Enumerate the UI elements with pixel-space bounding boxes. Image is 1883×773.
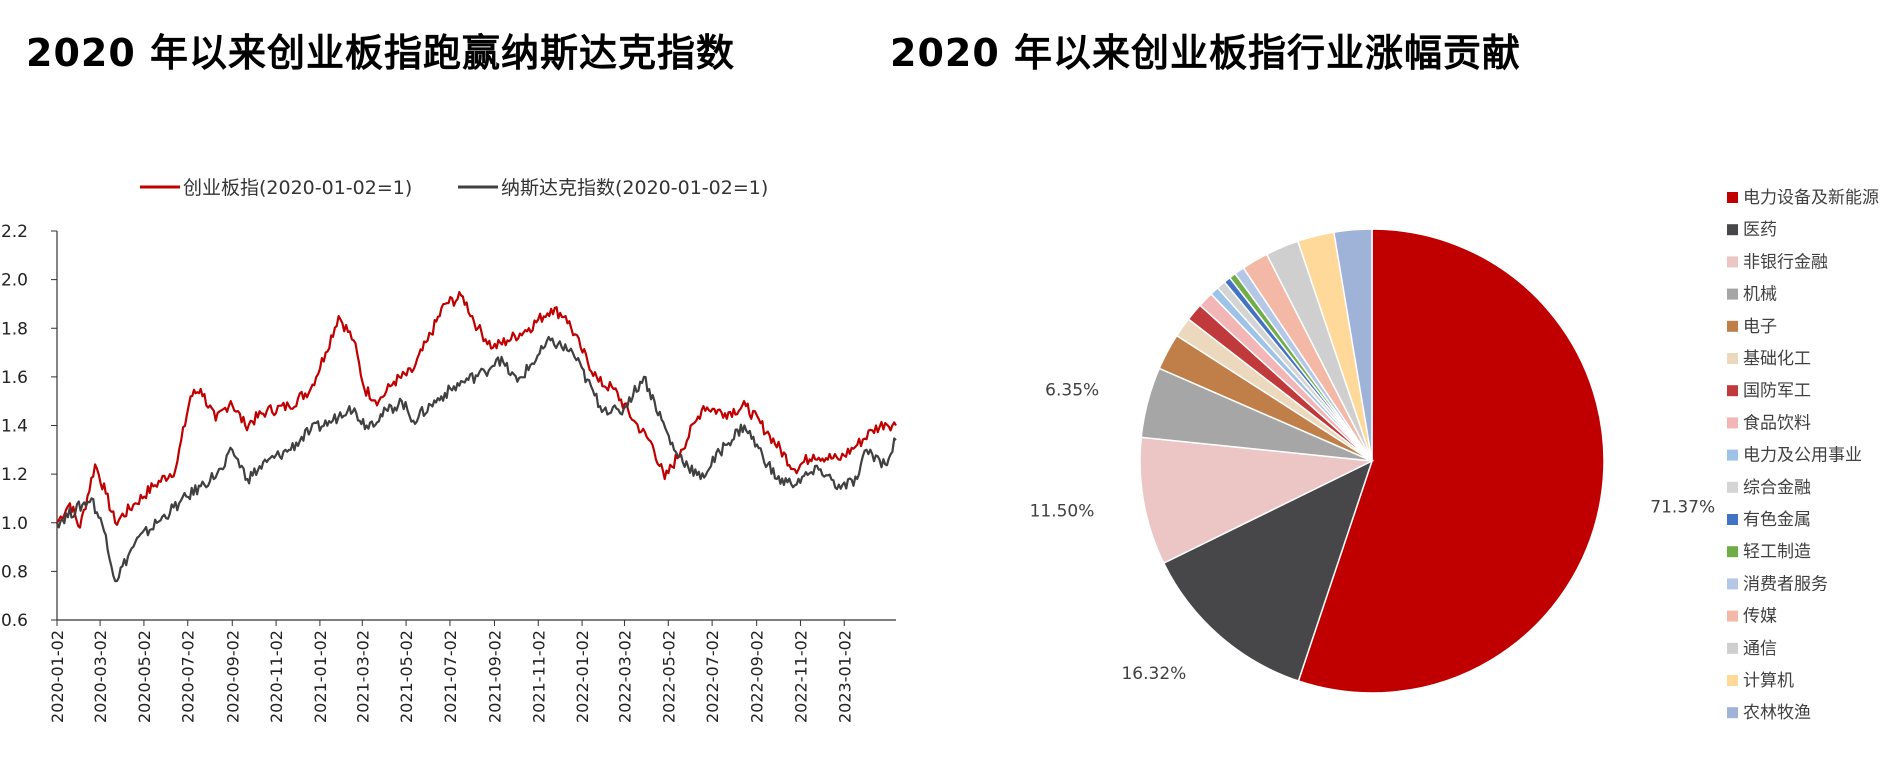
legend-label: 纳斯达克指数(2020-01-02=1)	[501, 177, 768, 199]
legend-swatch	[1727, 449, 1738, 461]
legend-swatch	[1727, 353, 1738, 364]
x-tick-label: 2020-01-02	[48, 630, 67, 723]
legend-swatch	[1727, 675, 1738, 686]
legend-swatch	[1727, 256, 1738, 268]
legend-swatch	[1727, 610, 1738, 622]
x-tick-label: 2021-09-02	[485, 630, 504, 723]
pie-data-label: 11.50%	[1030, 502, 1095, 522]
legend-label: 电子	[1743, 317, 1777, 337]
pie-slice	[1209, 286, 1373, 462]
legend-label: 通信	[1743, 639, 1777, 659]
legend-label: 医药	[1743, 220, 1777, 240]
pie-slice	[1187, 304, 1373, 462]
pie-slice	[1216, 280, 1373, 462]
x-tick-label: 2021-01-02	[311, 630, 330, 723]
series-line-chinext	[56, 291, 897, 529]
x-tick-label: 2021-11-02	[529, 630, 548, 723]
y-tick-label: 1.6	[1, 368, 28, 388]
pie-slice	[1223, 276, 1373, 462]
line-chart: 0.6 0.8 1.0 1.2 1.4 1.6 1.8 2.0 2.2 2020-01-02 202…	[1, 177, 897, 723]
x-tick-label: 2021-05-02	[397, 630, 416, 723]
y-tick-label: 2.2	[1, 222, 28, 242]
legend-label: 消费者服务	[1743, 574, 1828, 594]
legend-swatch	[1727, 288, 1738, 300]
y-tick-label: 2.0	[1, 271, 28, 291]
y-tick-label: 1.2	[1, 465, 28, 485]
x-tick-label: 2020-05-02	[135, 630, 154, 723]
legend-swatch	[1727, 514, 1738, 525]
legend-label: 有色金属	[1743, 510, 1811, 530]
y-tick-label: 1.4	[1, 417, 28, 437]
legend-swatch	[1727, 642, 1738, 654]
pie-slice	[1162, 459, 1374, 682]
legend-label: 计算机	[1743, 671, 1794, 691]
legend-swatch	[1727, 385, 1738, 397]
pie-slice	[1333, 228, 1373, 462]
legend-label: 农林牧渔	[1743, 703, 1811, 723]
x-tick-label: 2020-03-02	[91, 630, 110, 723]
y-tick-label: 1.8	[1, 319, 28, 339]
legend-label: 非银行金融	[1743, 252, 1828, 272]
x-tick-label: 2023-01-02	[835, 630, 854, 723]
pie-slice	[1139, 436, 1375, 565]
legend-label: 机械	[1743, 285, 1777, 305]
legend-label: 国防军工	[1743, 381, 1811, 401]
y-tick-label: 1.0	[1, 514, 28, 534]
pie-data-label: 71.37%	[1650, 497, 1715, 517]
pie-slice	[1175, 318, 1373, 462]
x-tick-label: 2022-01-02	[573, 630, 592, 723]
legend-label: 食品饮料	[1743, 413, 1811, 433]
x-tick-label: 2020-07-02	[179, 630, 198, 723]
x-tick-label: 2020-11-02	[267, 630, 286, 723]
pie-slice	[1228, 272, 1373, 462]
x-tick-label: 2022-11-02	[791, 630, 810, 723]
x-tick-label: 2020-09-02	[223, 630, 242, 723]
y-tick-label: 0.8	[1, 562, 28, 582]
x-tick-label: 2021-07-02	[441, 630, 460, 723]
legend-label: 创业板指(2020-01-02=1)	[183, 177, 412, 199]
pie-slice	[1297, 228, 1605, 694]
legend-label: 轻工制造	[1743, 542, 1811, 562]
pie-data-label: 6.35%	[1045, 380, 1099, 400]
legend-label: 电力及公用事业	[1743, 446, 1862, 466]
legend-label: 综合金融	[1743, 478, 1811, 498]
pie-slice	[1234, 266, 1373, 462]
legend-swatch	[1727, 224, 1738, 236]
y-tick-label: 0.6	[1, 611, 28, 631]
x-tick-label: 2022-07-02	[703, 630, 722, 723]
legend-swatch	[1727, 192, 1738, 203]
x-tick-label: 2022-09-02	[748, 630, 767, 723]
legend-swatch	[1727, 578, 1738, 590]
line-chart-title: 2020 年以来创业板指跑赢纳斯达克指数	[26, 31, 735, 75]
legend-label: 电力设备及新能源	[1743, 188, 1879, 208]
legend-swatch	[1727, 320, 1738, 332]
legend-swatch	[1727, 417, 1738, 429]
x-tick-label: 2022-05-02	[659, 630, 678, 723]
pie-slice	[1242, 253, 1373, 462]
x-tick-label: 2021-03-02	[353, 630, 372, 723]
legend-swatch	[1727, 546, 1738, 558]
pie-chart-title: 2020 年以来创业板指行业涨幅贡献	[890, 31, 1521, 75]
pie-slice	[1296, 231, 1373, 462]
legend-label: 基础化工	[1743, 349, 1811, 369]
pie-data-label: 16.32%	[1121, 664, 1186, 684]
pie-slice	[1265, 240, 1373, 462]
legend-swatch	[1727, 707, 1738, 719]
series-line-nasdaq	[55, 335, 897, 583]
pie-slice	[1198, 292, 1373, 462]
x-tick-label: 2022-03-02	[615, 630, 634, 723]
pie-slice	[1158, 334, 1373, 462]
legend-label: 传媒	[1743, 607, 1777, 627]
pie-slice	[1140, 367, 1373, 462]
legend-swatch	[1727, 481, 1738, 493]
